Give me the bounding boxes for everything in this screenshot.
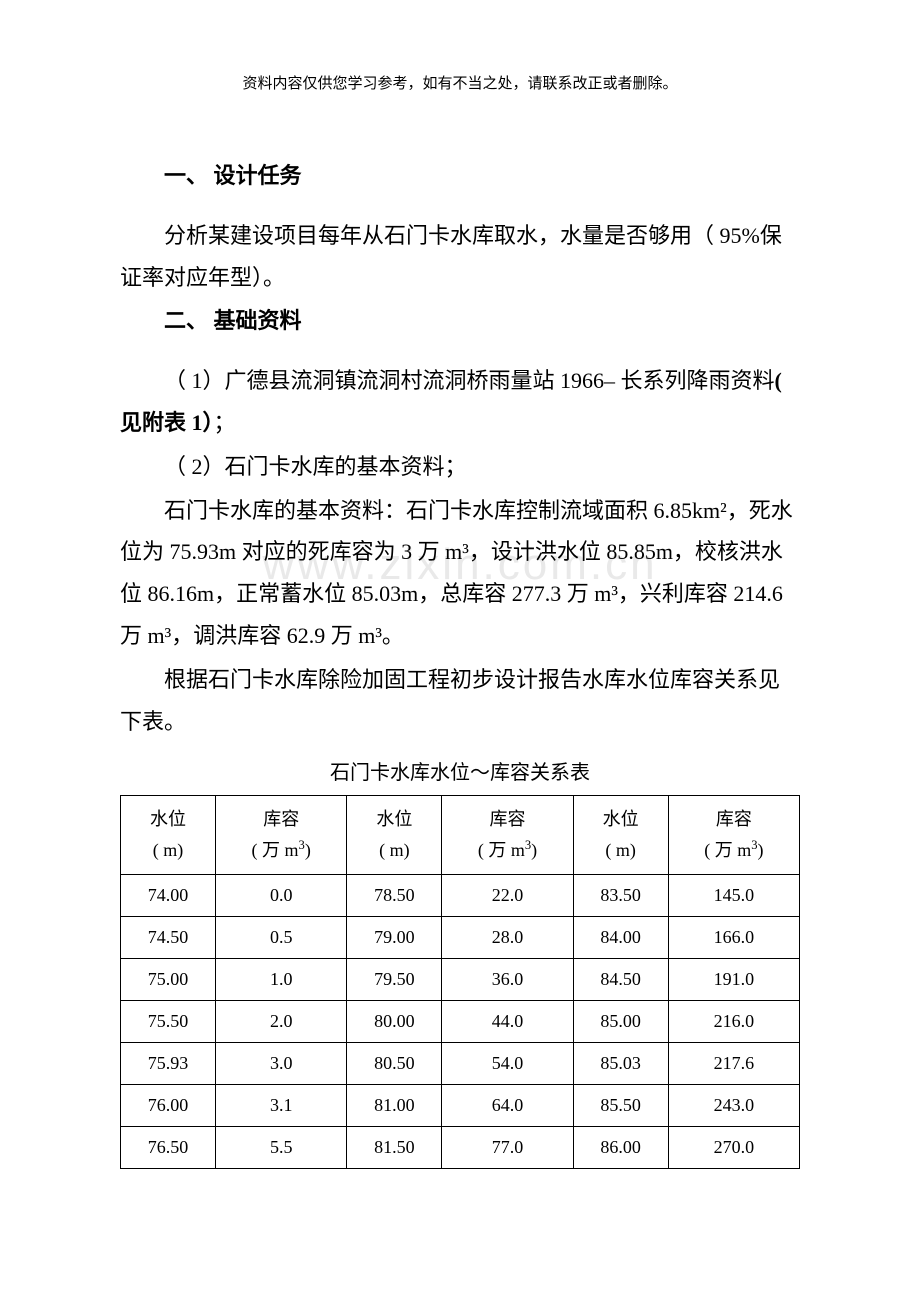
table-cell: 75.93 bbox=[121, 1042, 216, 1084]
table-row: 76.50 5.5 81.50 77.0 86.00 270.0 bbox=[121, 1126, 800, 1168]
table-cell: 75.50 bbox=[121, 1000, 216, 1042]
table-caption: 石门卡水库水位～库容关系表 bbox=[120, 756, 800, 785]
table-header-cell: 库容( 万 m3) bbox=[216, 796, 347, 874]
section-2-table-intro: 根据石门卡水库除险加固工程初步设计报告水库水位库容关系见下表。 bbox=[120, 659, 800, 743]
table-cell: 78.50 bbox=[347, 874, 442, 916]
table-cell: 0.0 bbox=[216, 874, 347, 916]
table-row: 75.50 2.0 80.00 44.0 85.00 216.0 bbox=[121, 1000, 800, 1042]
table-cell: 3.1 bbox=[216, 1084, 347, 1126]
table-cell: 145.0 bbox=[668, 874, 799, 916]
table-cell: 3.0 bbox=[216, 1042, 347, 1084]
table-cell: 0.5 bbox=[216, 916, 347, 958]
table-cell: 81.50 bbox=[347, 1126, 442, 1168]
table-cell: 86.00 bbox=[573, 1126, 668, 1168]
header-disclaimer: 资料内容仅供您学习参考，如有不当之处，请联系改正或者删除。 bbox=[120, 72, 800, 93]
section-2-item-2: （ 2）石门卡水库的基本资料； bbox=[120, 446, 800, 488]
table-cell: 36.0 bbox=[442, 958, 573, 1000]
section-2-item-1: （ 1）广德县流洞镇流洞村流洞桥雨量站 1966– 长系列降雨资料( 见附表 1… bbox=[120, 360, 800, 444]
table-header-cell: 水位( m) bbox=[573, 796, 668, 874]
table-header-row: 水位( m) 库容( 万 m3) 水位( m) 库容( 万 m3) 水位( m)… bbox=[121, 796, 800, 874]
table-cell: 74.50 bbox=[121, 916, 216, 958]
table-row: 75.00 1.0 79.50 36.0 84.50 191.0 bbox=[121, 958, 800, 1000]
table-row: 75.93 3.0 80.50 54.0 85.03 217.6 bbox=[121, 1042, 800, 1084]
table-cell: 85.03 bbox=[573, 1042, 668, 1084]
table-cell: 28.0 bbox=[442, 916, 573, 958]
table-header-cell: 库容( 万 m3) bbox=[442, 796, 573, 874]
table-row: 74.00 0.0 78.50 22.0 83.50 145.0 bbox=[121, 874, 800, 916]
table-cell: 75.00 bbox=[121, 958, 216, 1000]
table-cell: 79.00 bbox=[347, 916, 442, 958]
item-1-tail: ； bbox=[214, 410, 236, 435]
table-header-cell: 水位( m) bbox=[347, 796, 442, 874]
table-cell: 84.00 bbox=[573, 916, 668, 958]
section-2-title: 二、 基础资料 bbox=[120, 300, 800, 342]
table-cell: 81.00 bbox=[347, 1084, 442, 1126]
table-cell: 85.50 bbox=[573, 1084, 668, 1126]
table-row: 74.50 0.5 79.00 28.0 84.00 166.0 bbox=[121, 916, 800, 958]
table-row: 76.00 3.1 81.00 64.0 85.50 243.0 bbox=[121, 1084, 800, 1126]
table-cell: 80.00 bbox=[347, 1000, 442, 1042]
table-cell: 84.50 bbox=[573, 958, 668, 1000]
table-cell: 217.6 bbox=[668, 1042, 799, 1084]
section-1-paragraph: 分析某建设项目每年从石门卡水库取水，水量是否够用（ 95%保证率对应年型）。 bbox=[120, 215, 800, 299]
table-cell: 191.0 bbox=[668, 958, 799, 1000]
table-cell: 216.0 bbox=[668, 1000, 799, 1042]
table-cell: 64.0 bbox=[442, 1084, 573, 1126]
table-cell: 83.50 bbox=[573, 874, 668, 916]
table-cell: 76.50 bbox=[121, 1126, 216, 1168]
section-1-title: 一、 设计任务 bbox=[120, 155, 800, 197]
water-level-capacity-table: 水位( m) 库容( 万 m3) 水位( m) 库容( 万 m3) 水位( m)… bbox=[120, 795, 800, 1168]
table-header-cell: 水位( m) bbox=[121, 796, 216, 874]
table-header-cell: 库容( 万 m3) bbox=[668, 796, 799, 874]
table-cell: 74.00 bbox=[121, 874, 216, 916]
table-cell: 1.0 bbox=[216, 958, 347, 1000]
table-cell: 2.0 bbox=[216, 1000, 347, 1042]
table-cell: 77.0 bbox=[442, 1126, 573, 1168]
document-page: 资料内容仅供您学习参考，如有不当之处，请联系改正或者删除。 一、 设计任务 分析… bbox=[0, 0, 920, 1229]
table-cell: 80.50 bbox=[347, 1042, 442, 1084]
table-cell: 243.0 bbox=[668, 1084, 799, 1126]
table-cell: 22.0 bbox=[442, 874, 573, 916]
table-cell: 5.5 bbox=[216, 1126, 347, 1168]
table-cell: 79.50 bbox=[347, 958, 442, 1000]
table-cell: 76.00 bbox=[121, 1084, 216, 1126]
table-cell: 270.0 bbox=[668, 1126, 799, 1168]
table-cell: 166.0 bbox=[668, 916, 799, 958]
item-1-text: （ 1）广德县流洞镇流洞村流洞桥雨量站 1966– 长系列降雨资料 bbox=[164, 368, 775, 393]
table-cell: 85.00 bbox=[573, 1000, 668, 1042]
section-2-reservoir-data: 石门卡水库的基本资料：石门卡水库控制流域面积 6.85km²，死水位为 75.9… bbox=[120, 490, 800, 657]
table-cell: 44.0 bbox=[442, 1000, 573, 1042]
table-cell: 54.0 bbox=[442, 1042, 573, 1084]
